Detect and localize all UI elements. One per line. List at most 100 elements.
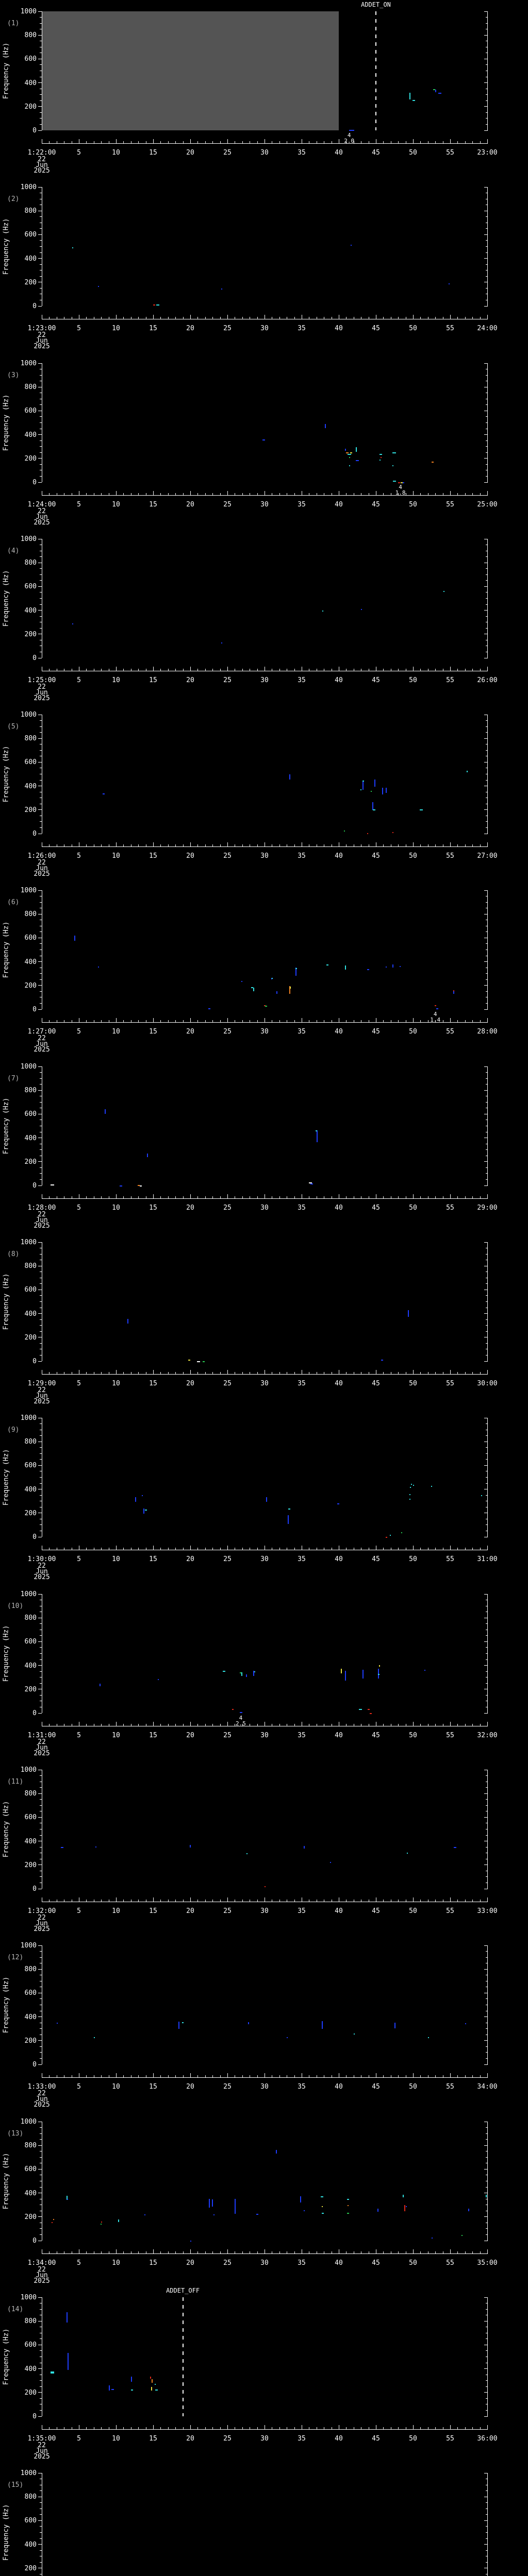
x-tick-label: 35	[298, 325, 306, 332]
x-axis-tick	[398, 1724, 399, 1726]
x-axis-line	[42, 1022, 488, 1023]
data-mark	[321, 2213, 324, 2214]
spectrogram-panel: ADDET_ON 0 200 400 600 800 1000 (1) Frequency (H…	[0, 0, 528, 176]
date-label: Jun	[36, 1040, 48, 1048]
data-mark	[288, 1509, 291, 1510]
data-mark	[344, 830, 345, 832]
x-axis-tick	[465, 2427, 466, 2429]
y-axis-tick	[40, 2490, 42, 2492]
x-axis-tick	[101, 141, 102, 143]
y-axis-tick-right	[486, 2309, 488, 2310]
data-mark	[144, 2214, 145, 2216]
y-axis-tick	[38, 363, 42, 364]
x-axis-tick	[472, 493, 473, 495]
x-tick-label: 40	[335, 852, 343, 860]
data-mark	[405, 2206, 407, 2208]
x-axis-tick	[398, 1020, 399, 1022]
data-mark	[211, 2199, 213, 2207]
data-mark	[372, 802, 373, 810]
x-axis-tick	[212, 317, 213, 319]
data-mark	[449, 283, 450, 285]
y-tick-label: 600	[24, 55, 37, 63]
time-axis-start-label: 1:32:00	[27, 1907, 56, 1915]
x-axis-tick	[212, 141, 213, 143]
data-mark	[400, 966, 401, 968]
y-axis-tick-right	[486, 2514, 488, 2515]
x-axis-tick	[220, 844, 221, 846]
y-tick-label: 0	[32, 654, 37, 662]
date-label: 22	[38, 507, 46, 515]
x-tick-label: 55	[446, 676, 454, 684]
x-axis-tick	[160, 2075, 161, 2077]
y-axis-tick-right	[486, 902, 488, 903]
x-tick-label: 40	[335, 1204, 343, 1212]
y-axis-tick-right	[486, 1003, 488, 1004]
x-axis-tick	[450, 1546, 451, 1550]
y-tick-label: 1000	[20, 535, 37, 543]
data-mark	[380, 454, 382, 455]
spectrogram-panel: ADDET_OFF 0 200 400 600 800 1000 (14) Frequency …	[0, 2286, 528, 2462]
x-axis-tick	[168, 669, 169, 671]
y-tick-label: 600	[24, 758, 37, 767]
data-mark	[481, 1495, 483, 1497]
data-mark	[100, 1683, 101, 1687]
x-axis-tick	[465, 1372, 466, 1374]
x-tick-label: 55	[446, 1204, 454, 1212]
x-axis-tick	[123, 1372, 124, 1374]
x-axis-tick	[457, 844, 458, 846]
y-axis-tick-right	[484, 482, 488, 483]
y-axis-tick	[38, 586, 42, 587]
x-axis-tick	[183, 1196, 184, 1198]
spectrogram-panel: 0 200 400 600 800 1000 (13) Frequency (Hz) 1:34:…	[0, 2110, 528, 2286]
x-axis-tick	[212, 2075, 213, 2077]
y-axis-tick-right	[486, 1173, 488, 1174]
x-tick-label: 20	[186, 1380, 194, 1387]
y-axis-tick	[40, 1331, 42, 1332]
x-axis-tick	[242, 2075, 243, 2077]
time-axis-start-label: 1:22:00	[27, 149, 56, 157]
y-axis-tick	[40, 616, 42, 617]
x-tick-label: 15	[149, 2435, 157, 2443]
x-tick-label: 5	[77, 2259, 81, 2267]
data-mark	[385, 788, 387, 793]
x-axis-tick	[383, 2427, 384, 2429]
x-tick-label: 15	[149, 1204, 157, 1212]
x-axis-tick	[227, 667, 228, 671]
y-axis-tick-right	[486, 1998, 488, 1999]
data-mark	[392, 465, 393, 466]
x-axis-tick	[472, 317, 473, 319]
panel-index-label: (12)	[7, 1954, 24, 1961]
x-axis-tick	[413, 2073, 414, 2077]
y-axis-tick-right	[486, 2139, 488, 2140]
x-axis-tick	[398, 493, 399, 495]
y-axis-tick-right	[486, 2028, 488, 2029]
y-axis-tick	[40, 1078, 42, 1079]
data-mark	[454, 1847, 456, 1849]
y-axis-tick-right	[486, 264, 488, 265]
x-tick-label: 20	[186, 1204, 194, 1212]
time-axis-start-label: 1:26:00	[27, 852, 56, 860]
x-tick-label: 45	[372, 2259, 380, 2267]
data-mark	[409, 93, 410, 99]
x-axis-tick	[420, 317, 421, 319]
data-mark	[156, 304, 159, 306]
x-axis-tick	[49, 141, 50, 143]
x-axis-tick	[153, 1370, 154, 1374]
data-mark	[360, 789, 361, 791]
x-tick-label: 50	[409, 1732, 417, 1739]
x-axis-tick	[487, 139, 488, 143]
x-axis-tick	[138, 141, 139, 143]
y-tick-label: 1000	[20, 2118, 37, 2126]
y-tick-label: 0	[32, 830, 37, 838]
x-axis-tick	[160, 141, 161, 143]
date-label: 2025	[34, 1750, 50, 1757]
y-tick-label: 600	[24, 2341, 37, 2349]
x-axis-tick	[457, 1724, 458, 1726]
y-axis-tick	[40, 750, 42, 751]
x-tick-label: 5	[77, 2435, 81, 2443]
y-tick-label: 0	[32, 479, 37, 486]
y-axis-tick	[40, 2127, 42, 2128]
x-axis-tick	[205, 1372, 206, 1374]
data-mark	[392, 452, 396, 454]
data-mark	[272, 978, 273, 979]
